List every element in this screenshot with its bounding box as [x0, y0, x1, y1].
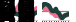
Legend: US 1-2y, US 2-5y: US 1-2y, US 2-5y [0, 18, 76, 22]
Legend: US 5-10y, US 10-30y: US 5-10y, US 10-30y [0, 18, 76, 22]
